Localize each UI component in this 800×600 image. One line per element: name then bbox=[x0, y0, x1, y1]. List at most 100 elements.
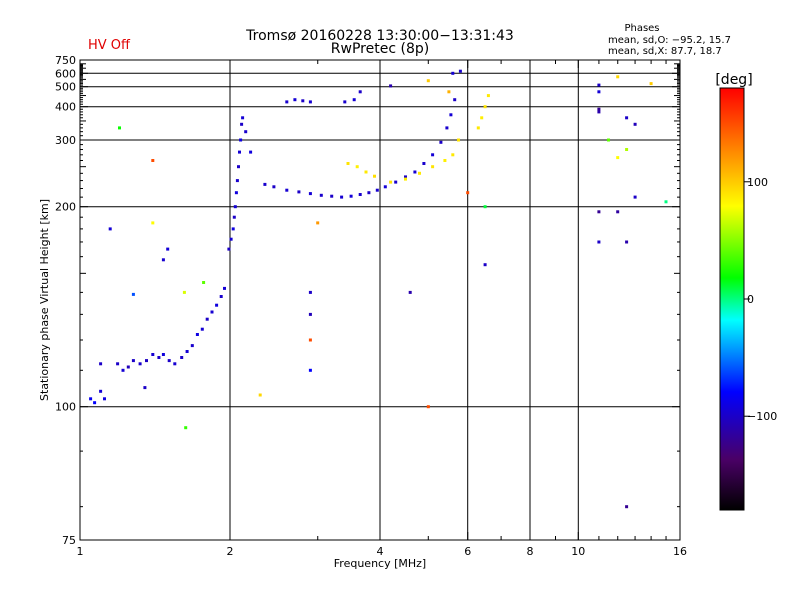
echo-point bbox=[161, 258, 165, 262]
echo-point bbox=[389, 84, 393, 88]
echo-point bbox=[210, 310, 214, 314]
echo-point bbox=[131, 292, 135, 296]
echo-point bbox=[340, 195, 344, 199]
echo-point bbox=[308, 290, 312, 294]
echo-point bbox=[116, 362, 120, 366]
echo-point bbox=[308, 368, 312, 372]
echo-point bbox=[451, 71, 455, 75]
echo-point bbox=[238, 150, 241, 154]
echo-point bbox=[205, 317, 209, 321]
echo-point bbox=[190, 344, 194, 348]
echo-point bbox=[308, 338, 312, 342]
echo-point bbox=[319, 193, 323, 197]
echo-point bbox=[389, 180, 393, 184]
colorbar-tick-label: 100 bbox=[747, 176, 768, 189]
echo-point bbox=[195, 333, 199, 336]
y-tick-label: 75 bbox=[62, 534, 76, 547]
echo-point bbox=[476, 126, 480, 130]
echo-point bbox=[293, 98, 297, 102]
echo-point bbox=[241, 116, 245, 120]
echo-point bbox=[418, 171, 421, 175]
echo-point bbox=[426, 405, 430, 409]
x-tick-label: 1 bbox=[77, 545, 84, 558]
echo-point bbox=[285, 188, 289, 192]
echo-point bbox=[200, 327, 204, 331]
echo-point bbox=[308, 100, 312, 104]
echo-point bbox=[118, 126, 121, 130]
echo-point bbox=[607, 138, 610, 142]
echo-point bbox=[138, 362, 142, 366]
echo-point bbox=[249, 150, 253, 154]
echo-point bbox=[182, 290, 186, 294]
echo-point bbox=[597, 107, 601, 111]
y-tick-label: 400 bbox=[55, 101, 76, 114]
echo-point bbox=[616, 210, 620, 214]
echo-point bbox=[263, 182, 267, 186]
echo-point bbox=[185, 350, 189, 353]
echo-point bbox=[597, 240, 601, 244]
echo-point bbox=[234, 191, 238, 195]
echo-point bbox=[308, 192, 312, 196]
echo-point bbox=[457, 138, 460, 142]
echo-point bbox=[480, 116, 484, 120]
echo-point bbox=[235, 179, 239, 183]
echo-point bbox=[231, 227, 235, 231]
echo-point bbox=[453, 98, 457, 102]
echo-point bbox=[597, 210, 601, 214]
echo-point bbox=[316, 221, 320, 225]
echo-point bbox=[431, 165, 435, 169]
echo-point bbox=[330, 194, 334, 198]
echo-point bbox=[483, 205, 487, 209]
x-tick-label: 10 bbox=[571, 545, 585, 558]
echo-point bbox=[458, 69, 462, 73]
x-tick-label: 2 bbox=[227, 545, 234, 558]
echo-point bbox=[343, 100, 347, 104]
echo-point bbox=[161, 353, 165, 356]
y-tick-label: 300 bbox=[55, 134, 76, 147]
echo-point bbox=[301, 99, 305, 103]
echo-point bbox=[126, 365, 130, 369]
phases-x-stats: mean, sd,X: 87.7, 18.7 bbox=[608, 46, 722, 57]
echo-point bbox=[447, 90, 451, 94]
echo-point bbox=[346, 162, 350, 165]
x-tick-label: 4 bbox=[377, 545, 384, 558]
echo-point bbox=[486, 94, 490, 98]
echo-point bbox=[180, 356, 184, 359]
echo-point bbox=[625, 505, 629, 509]
echo-point bbox=[89, 397, 93, 401]
echo-point bbox=[285, 100, 289, 104]
echo-points bbox=[89, 69, 668, 509]
echo-point bbox=[633, 195, 637, 199]
echo-point bbox=[597, 110, 601, 114]
echo-point bbox=[625, 148, 629, 151]
hv-status-label: HV Off bbox=[88, 38, 131, 53]
echo-point bbox=[99, 362, 103, 366]
echo-point bbox=[367, 191, 371, 195]
echo-point bbox=[625, 116, 629, 120]
echo-point bbox=[239, 138, 243, 142]
echo-point bbox=[258, 393, 262, 397]
echo-point bbox=[364, 170, 368, 174]
echo-point bbox=[151, 353, 155, 356]
echo-point bbox=[383, 185, 387, 189]
echo-point bbox=[227, 247, 231, 251]
colorbar-tick-label: −100 bbox=[747, 410, 777, 423]
echo-point bbox=[408, 290, 412, 294]
echo-point bbox=[103, 397, 106, 401]
echo-point bbox=[358, 90, 362, 94]
echo-point bbox=[108, 227, 112, 231]
echo-point bbox=[422, 162, 426, 165]
echo-point bbox=[308, 312, 312, 316]
echo-point bbox=[151, 159, 155, 162]
echo-point bbox=[166, 247, 170, 251]
echo-point bbox=[215, 303, 219, 307]
echo-point bbox=[131, 359, 135, 363]
echo-point bbox=[352, 98, 356, 102]
phases-title: Phases bbox=[624, 23, 659, 34]
echo-point bbox=[232, 215, 236, 219]
echo-point bbox=[121, 368, 125, 372]
echo-point bbox=[426, 79, 430, 83]
echo-point bbox=[358, 193, 362, 196]
